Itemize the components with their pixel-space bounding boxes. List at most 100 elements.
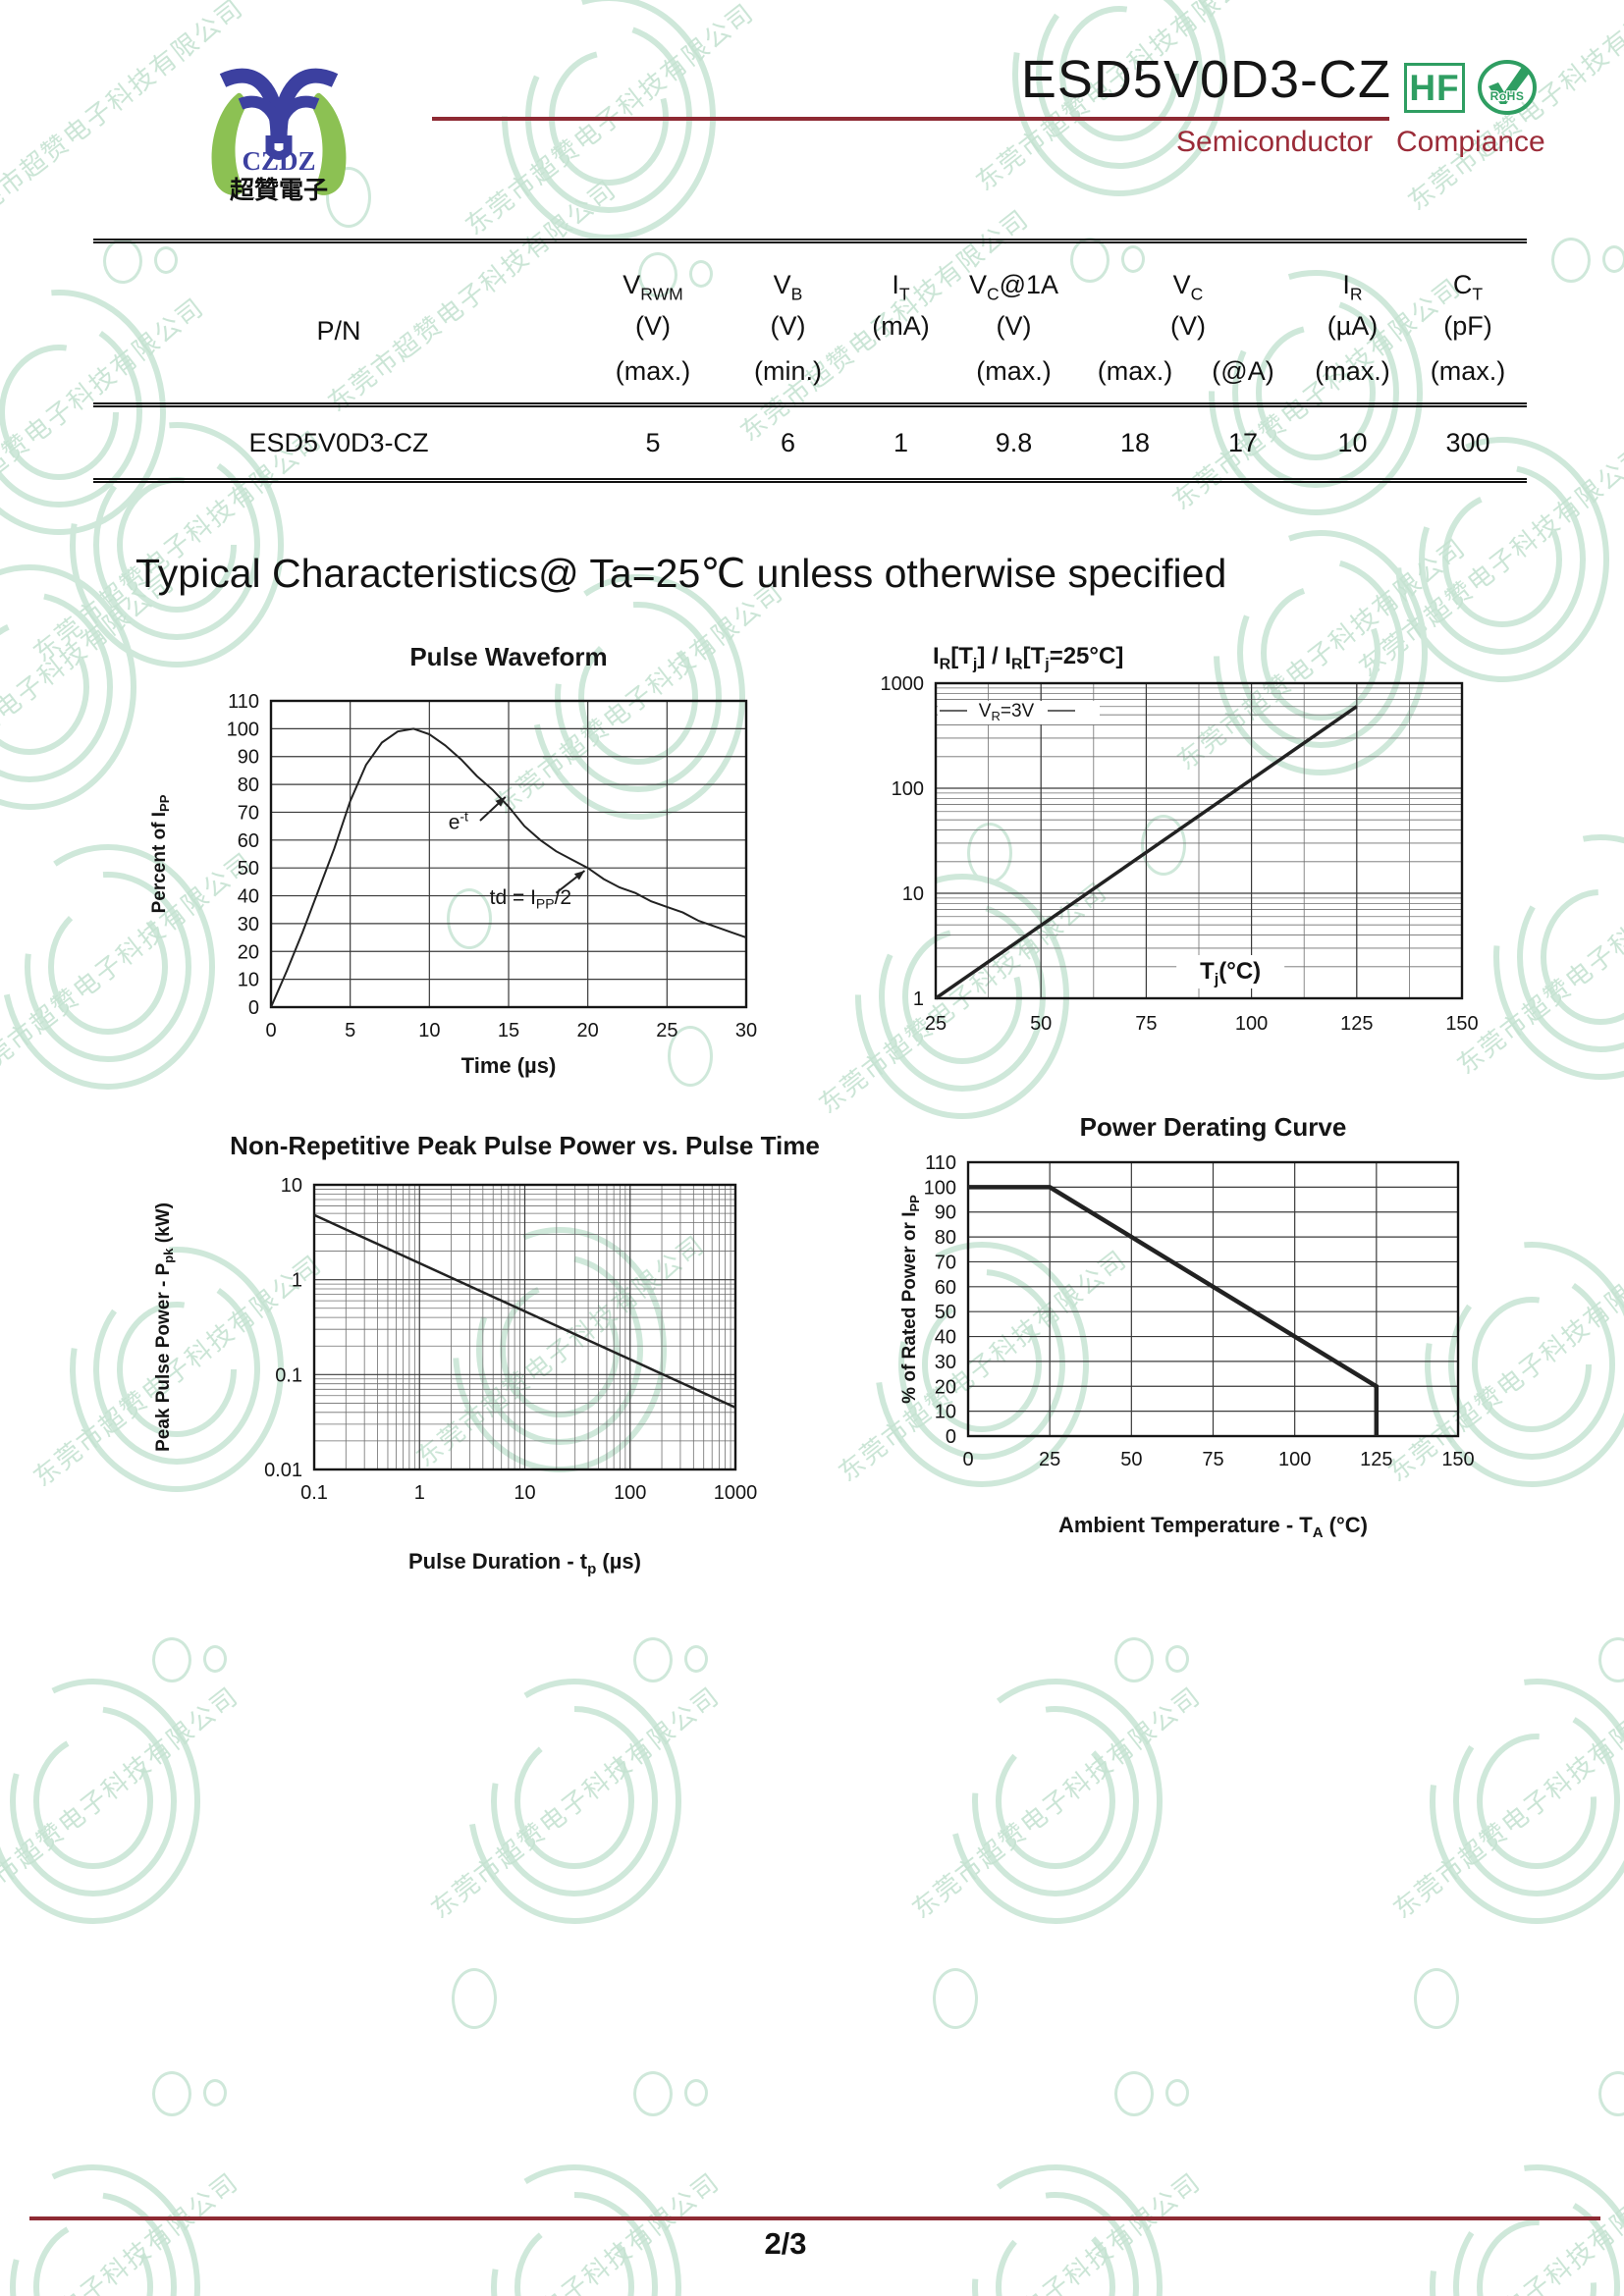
page-title: ESD5V0D3-CZ: [1020, 50, 1391, 109]
svg-text:110: 110: [925, 1152, 956, 1174]
rohs-badge: RoHS: [1478, 60, 1537, 115]
watermark-rings: [1209, 270, 1423, 515]
watermark-rings: [467, 1679, 681, 1924]
watermark-circles: [633, 2071, 712, 2116]
chart-pulse-waveform: 0 10 20 30 40 50 60 70 80 90 100 110 0 5 10 15 20 25 30 Pul…: [149, 642, 757, 1078]
svg-text:0.1: 0.1: [300, 1482, 328, 1504]
svg-text:40: 40: [238, 886, 259, 908]
watermark-rings: [1395, 437, 1609, 682]
svg-text:0.01: 0.01: [264, 1460, 302, 1481]
watermark-rings: [1430, 2164, 1624, 2296]
svg-text:50: 50: [935, 1302, 956, 1323]
col-header-vrwm: VRWM: [623, 269, 683, 303]
cond-ir: (max.): [1315, 355, 1390, 386]
svg-text:% of Rated Power or IPP: % of Rated Power or IPP: [899, 1195, 922, 1404]
svg-text:Power Derating Curve: Power Derating Curve: [1080, 1112, 1347, 1142]
footer-rule: [29, 2216, 1600, 2220]
logo-leaf-left: [211, 92, 246, 195]
logo-center-u: [265, 135, 293, 160]
svg-text:100: 100: [227, 719, 259, 740]
svg-text:90: 90: [935, 1202, 956, 1224]
watermark-rings: [0, 2164, 200, 2296]
cond-vc-a: (@A): [1212, 355, 1274, 386]
svg-text:20: 20: [577, 1020, 599, 1041]
col-header-ir: IR: [1342, 269, 1363, 303]
svg-text:75: 75: [1202, 1449, 1223, 1470]
svg-text:e-t: e-t: [449, 808, 468, 833]
svg-text:5: 5: [345, 1020, 355, 1041]
cond-it: [854, 347, 947, 405]
watermark-circles: [152, 1637, 231, 1682]
watermark-circles: [103, 239, 182, 284]
watermark-rings: [1430, 1679, 1624, 1924]
svg-text:0: 0: [962, 1449, 973, 1470]
watermark-rings: [855, 874, 1069, 1119]
svg-text:Peak Pulse Power - Ppk (kW): Peak Pulse Power - Ppk (kW): [153, 1202, 176, 1452]
svg-text:25: 25: [656, 1020, 677, 1041]
svg-text:1: 1: [414, 1482, 425, 1504]
svg-text:70: 70: [935, 1252, 956, 1273]
logo-leaf-right: [311, 92, 347, 195]
svg-text:110: 110: [228, 691, 259, 713]
chart-area: 0 10 20 30 40 50 60 70 80 90 100 110 0 5 10 15 20 25 30 Pul…: [149, 642, 757, 1078]
col-header-ct: CT: [1452, 269, 1484, 303]
cell-vrwm: 5: [645, 427, 661, 457]
subtitle-semiconductor: Semiconductor: [1176, 126, 1374, 158]
watermark-rings: [1425, 1242, 1624, 1487]
svg-text:25: 25: [925, 1013, 947, 1035]
watermark-rings: [531, 574, 745, 820]
svg-text:Pulse Duration - tp (µs): Pulse Duration - tp (µs): [408, 1549, 641, 1577]
svg-text:60: 60: [935, 1277, 956, 1299]
unit-ir: (µA): [1326, 310, 1379, 341]
watermark-circles: [1070, 238, 1149, 283]
svg-text:60: 60: [238, 830, 259, 852]
watermark-ellipse: [447, 888, 492, 949]
logo-wing-inner-right: [272, 95, 320, 144]
svg-text:50: 50: [1030, 1013, 1052, 1035]
col-header-vc: VC: [1172, 269, 1204, 303]
rohs-check-icon: [1489, 67, 1530, 104]
unit-it: (mA): [872, 310, 930, 341]
chart-power-derating: 0 10 20 30 40 50 60 70 80 90 100 110 0 25 50 75 100 125 15…: [899, 1112, 1475, 1541]
unit-vc1a: (V): [996, 310, 1032, 341]
svg-text:100: 100: [1278, 1449, 1311, 1470]
svg-text:30: 30: [735, 1020, 757, 1041]
watermark-ellipse: [967, 823, 1012, 883]
svg-text:30: 30: [935, 1352, 956, 1373]
unit-ct: (pF): [1443, 310, 1492, 341]
rohs-label: RoHS: [1490, 89, 1525, 103]
logo-cn: 超贊電子: [230, 176, 328, 204]
chart-area: 1 10 100 1000 25 50 75 100 125 150 IR[Tj] / IR[Tj=…: [881, 643, 1479, 1035]
watermark-rings: [948, 2164, 1163, 2296]
svg-text:Non-Repetitive Peak Pulse Powe: Non-Repetitive Peak Pulse Power vs. Puls…: [230, 1131, 820, 1160]
company-logo: CZDZ 超贊電子: [211, 68, 347, 204]
watermark-rings: [0, 564, 136, 810]
watermark-rings: [1, 844, 215, 1090]
svg-text:15: 15: [498, 1020, 519, 1041]
svg-text:40: 40: [935, 1327, 956, 1349]
svg-text:0: 0: [946, 1426, 956, 1448]
unit-vrwm: (V): [635, 310, 671, 341]
watermark-rings: [948, 1679, 1163, 1924]
svg-text:10: 10: [238, 970, 259, 991]
section-heading: Typical Characteristics@ Ta=25℃ unless o…: [135, 551, 1227, 596]
watermark-ellipse: [452, 1968, 497, 2029]
col-header-it: IT: [892, 269, 910, 303]
svg-text:125: 125: [1360, 1449, 1392, 1470]
subtitle-compiance: Compiance: [1396, 126, 1545, 158]
svg-text:IR[Tj] / IR[Tj=25°C]: IR[Tj] / IR[Tj=25°C]: [933, 643, 1123, 672]
col-header-pn: P/N: [316, 315, 361, 346]
watermark-ellipse: [1141, 815, 1186, 876]
svg-text:30: 30: [238, 914, 259, 935]
svg-text:0: 0: [248, 997, 259, 1019]
svg-text:0.1: 0.1: [275, 1364, 302, 1386]
cond-ct: (max.): [1430, 355, 1506, 386]
svg-text:90: 90: [238, 747, 259, 769]
watermark-rings: [467, 2164, 681, 2296]
unit-vb: (V): [770, 310, 806, 341]
watermark-ellipse: [1414, 1968, 1459, 2029]
svg-text:Pulse Waveform: Pulse Waveform: [409, 642, 607, 671]
svg-text:10: 10: [514, 1482, 535, 1504]
